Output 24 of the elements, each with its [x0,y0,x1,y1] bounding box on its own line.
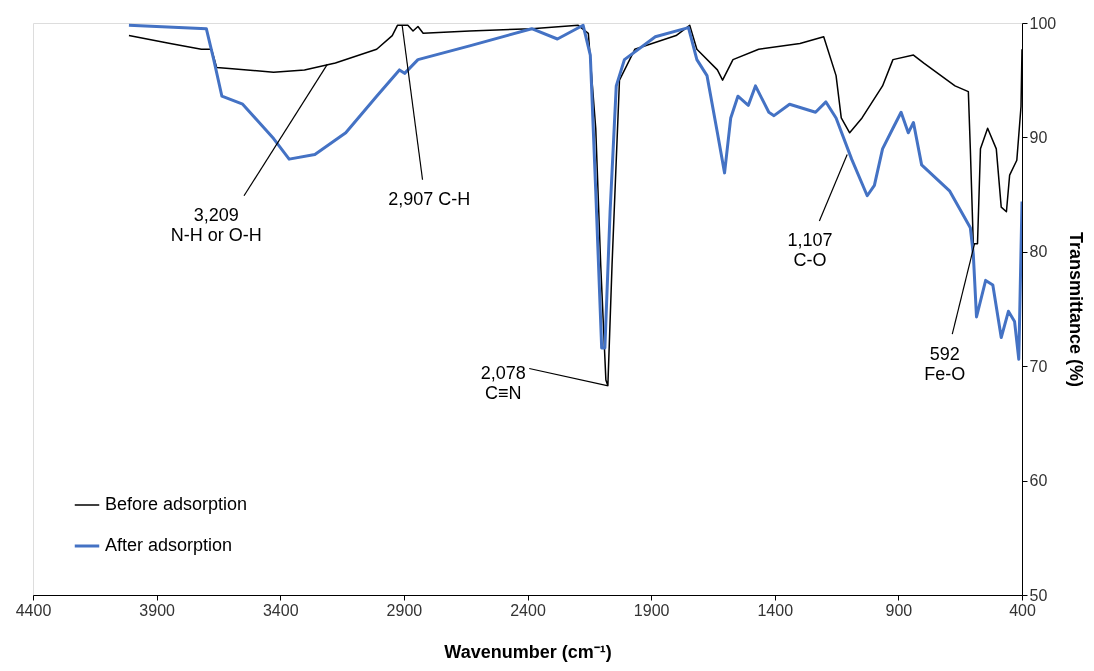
y-tick-label: 100 [1029,14,1057,32]
y-tick-label: 50 [1029,586,1048,604]
annotation: 2,078 C≡N [480,363,526,404]
x-tick-label: 900 [885,601,913,619]
annotation: 592 Fe-O [924,343,966,384]
y-tick-label: 90 [1029,128,1048,146]
annotation: 2,907 C-H [388,189,471,210]
x-axis-title: Wavenumber (cm⁻¹) [444,641,612,662]
annotation: 1,107 C-O [787,230,833,271]
y-tick-label: 60 [1029,472,1048,490]
y-tick-label: 70 [1029,357,1048,375]
legend-label: After adsorption [105,535,233,555]
x-tick-label: 1900 [633,601,670,619]
legend-label: Before adsorption [105,494,248,514]
y-axis-title: Transmittance (%) [1066,231,1087,388]
x-tick-label: 2400 [510,601,546,619]
y-tick-label: 80 [1029,243,1048,261]
x-tick-label: 400 [1009,601,1036,619]
x-tick-label: 3900 [139,601,176,619]
x-tick-label: 3400 [262,601,299,619]
annotation: 3,209 N-H or O-H [170,205,262,246]
x-tick-label: 2900 [386,601,423,619]
x-tick-label: 4400 [15,601,52,619]
x-tick-label: 1400 [757,601,794,619]
